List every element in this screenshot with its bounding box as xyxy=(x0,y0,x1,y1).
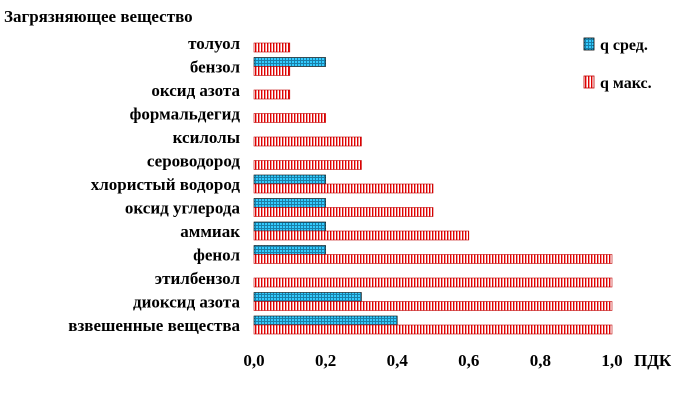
x-tick-label: 1,0 xyxy=(601,351,622,370)
bar-max xyxy=(253,324,613,335)
category-label: оксид углерода xyxy=(125,199,241,218)
x-tick-label: 0,6 xyxy=(458,351,479,370)
bar-avg xyxy=(253,198,326,208)
legend: q сред. q макс. xyxy=(583,37,652,92)
category-label: взвешенные вещества xyxy=(68,316,240,335)
bar-max xyxy=(253,230,470,241)
category-labels: толуол бензол оксид азота формальдегид ксило… xyxy=(68,34,240,335)
category-label: диоксид азота xyxy=(133,293,241,312)
legend-swatch-avg xyxy=(583,37,595,51)
category-label: сероводород xyxy=(147,152,240,171)
category-label: ксилолы xyxy=(173,128,240,147)
x-tick-label: 0,0 xyxy=(243,351,264,370)
x-tick-label: 0,8 xyxy=(530,351,551,370)
bar-max xyxy=(253,183,434,194)
bar-max xyxy=(253,254,613,264)
category-label: фенол xyxy=(193,246,240,265)
bar-avg xyxy=(253,221,326,232)
bar-max xyxy=(253,277,613,288)
bar-max xyxy=(253,160,362,170)
x-tick-label: 0,2 xyxy=(315,351,336,370)
bar-avg xyxy=(253,292,362,302)
x-axis-title: ПДК xyxy=(634,351,672,370)
bars-layer xyxy=(253,42,613,335)
bar-max xyxy=(253,301,613,311)
bar-max xyxy=(253,113,326,123)
legend-label-max: q макс. xyxy=(600,75,652,92)
category-label: аммиак xyxy=(180,222,240,241)
category-label: хлористый водород xyxy=(91,175,241,194)
category-label: оксид азота xyxy=(151,81,240,100)
y-axis-title: Загрязняющее вещество xyxy=(4,7,193,26)
x-tick-label: 0,4 xyxy=(387,351,409,370)
bar-max xyxy=(253,42,291,53)
category-label: толуол xyxy=(188,34,240,53)
category-label: формальдегид xyxy=(130,105,241,124)
bar-avg xyxy=(253,315,398,326)
legend-swatch-max xyxy=(583,75,595,89)
bar-max xyxy=(253,207,434,217)
legend-label-avg: q сред. xyxy=(600,37,648,54)
bar-avg xyxy=(253,174,326,185)
bar-avg xyxy=(253,57,326,67)
x-tick-labels: 0,0 0,2 0,4 0,6 0,8 1,0 xyxy=(243,351,622,370)
category-label: этилбензол xyxy=(155,269,241,288)
bar-avg xyxy=(253,245,326,255)
bar-max xyxy=(253,136,362,147)
bar-max xyxy=(253,89,291,100)
bar-max xyxy=(253,66,291,76)
category-label: бензол xyxy=(190,58,241,77)
